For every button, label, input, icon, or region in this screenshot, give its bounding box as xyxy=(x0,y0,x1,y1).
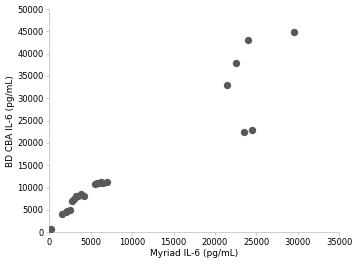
Point xyxy=(224,83,230,87)
Point xyxy=(233,61,238,65)
Point xyxy=(73,194,79,199)
Point xyxy=(105,180,110,184)
Y-axis label: BD CBA IL-6 (pg/mL): BD CBA IL-6 (pg/mL) xyxy=(6,75,15,167)
Point xyxy=(63,210,69,214)
Point xyxy=(78,192,84,196)
Point xyxy=(71,196,77,201)
Point xyxy=(100,181,106,186)
Point xyxy=(92,182,98,186)
Point xyxy=(59,212,64,216)
Point xyxy=(76,194,81,198)
Point xyxy=(291,30,296,34)
Point xyxy=(69,199,74,203)
Point xyxy=(48,227,54,231)
X-axis label: Myriad IL-6 (pg/mL): Myriad IL-6 (pg/mL) xyxy=(150,249,238,258)
Point xyxy=(96,181,102,185)
Point xyxy=(67,208,73,212)
Point xyxy=(65,209,71,213)
Point xyxy=(98,180,103,184)
Point xyxy=(241,130,247,134)
Point xyxy=(95,181,100,185)
Point xyxy=(245,38,251,43)
Point xyxy=(81,194,87,198)
Point xyxy=(250,128,255,132)
